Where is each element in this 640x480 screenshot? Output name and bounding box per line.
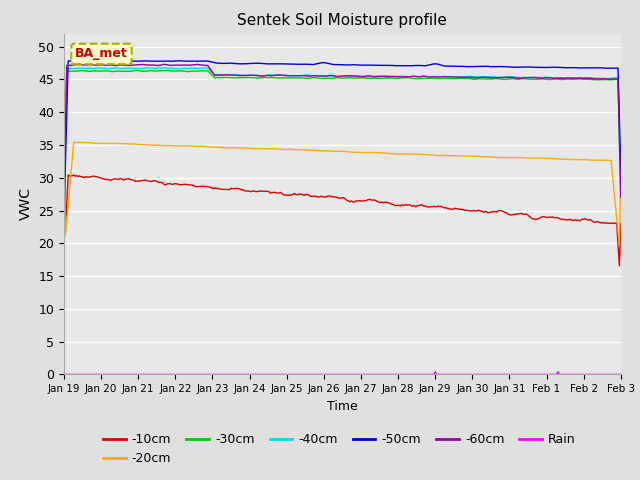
Line: -10cm: -10cm [64,175,621,266]
-30cm [282,75,290,81]
-10cm [127,177,135,182]
Rain [617,372,625,377]
Rain [241,372,249,377]
Legend: -10cm, -20cm, -30cm, -40cm, -50cm, -60cm, Rain: -10cm, -20cm, -30cm, -40cm, -50cm, -60cm… [98,428,581,470]
-40cm [617,193,625,199]
-60cm [467,74,474,80]
X-axis label: Time: Time [327,400,358,413]
Line: -40cm: -40cm [64,68,621,196]
-20cm [241,145,249,151]
-60cm [463,74,471,80]
-60cm [412,73,419,79]
-20cm [127,141,135,147]
-60cm [617,194,625,200]
-10cm [616,263,623,269]
-50cm [467,64,474,70]
Title: Sentek Soil Moisture profile: Sentek Soil Moisture profile [237,13,447,28]
-50cm [282,61,290,67]
-30cm [132,68,140,73]
-10cm [281,192,289,198]
-10cm [617,221,625,227]
-50cm [176,58,184,64]
-30cm [467,76,474,82]
-60cm [60,186,68,192]
Rain [410,372,418,377]
-60cm [282,72,290,78]
Rain [127,372,135,377]
-50cm [60,215,68,220]
-30cm [412,76,419,82]
-20cm [617,158,625,164]
-20cm [281,147,289,153]
-20cm [60,139,68,144]
-20cm [465,153,472,159]
-40cm [60,188,68,194]
-30cm [617,194,625,200]
Rain [60,372,68,377]
Line: -60cm: -60cm [64,64,621,197]
-20cm [410,151,418,157]
-30cm [127,68,135,74]
Text: BA_met: BA_met [75,48,128,60]
Rain [467,372,474,377]
-40cm [158,65,166,71]
-30cm [243,75,251,81]
-20cm [462,153,470,159]
Line: -20cm: -20cm [64,142,621,246]
-40cm [243,72,251,78]
-60cm [161,61,168,67]
-40cm [463,74,471,80]
Rain [431,369,439,375]
-50cm [243,61,251,67]
-60cm [243,72,251,78]
Line: -50cm: -50cm [64,61,621,217]
-30cm [60,189,68,195]
Rain [463,372,471,377]
-10cm [60,172,68,178]
Line: -30cm: -30cm [64,71,621,197]
-10cm [410,203,418,208]
Line: Rain: Rain [64,372,621,374]
Y-axis label: VWC: VWC [19,188,33,220]
-40cm [467,73,474,79]
Rain [281,372,289,377]
-20cm [616,243,623,249]
-50cm [617,168,625,173]
-60cm [127,62,135,68]
-30cm [463,76,471,82]
-50cm [412,62,419,68]
-40cm [282,72,290,78]
-40cm [127,65,135,71]
-10cm [462,207,470,213]
-40cm [412,73,419,79]
-10cm [241,188,249,194]
-10cm [465,208,472,214]
-50cm [127,58,135,64]
-50cm [463,64,471,70]
